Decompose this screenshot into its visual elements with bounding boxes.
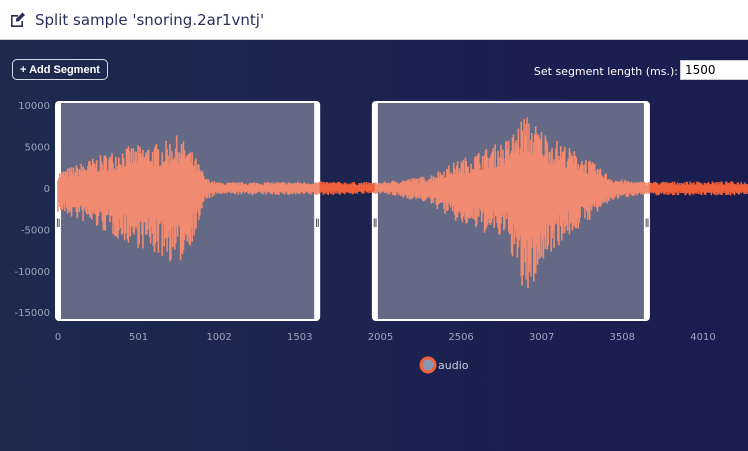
x-tick-label: 1503 [287, 332, 312, 343]
x-tick-label: 3007 [529, 332, 554, 343]
x-tick-label: 4010 [690, 332, 715, 343]
segment-2-right-handle[interactable]: ǁ [645, 218, 649, 228]
x-tick-label: 1002 [206, 332, 231, 343]
split-panel: + Add Segment Set segment length (ms.): … [0, 40, 748, 451]
legend-audio-marker[interactable] [419, 356, 437, 374]
x-tick-label: 3508 [610, 332, 635, 343]
y-tick-label: 5000 [25, 143, 50, 154]
x-tick-label: 0 [55, 332, 61, 343]
y-tick-label: 0 [44, 184, 50, 195]
segment-length-label: Set segment length (ms.): [533, 65, 678, 78]
segment-2-left-handle[interactable]: ǁ [373, 218, 377, 228]
page-title: Split sample 'snoring.2ar1vntj' [35, 10, 265, 29]
waveform-chart: 10000 5000 0 -5000 -10000 -15000 0 501 1002 1503 2… [15, 101, 748, 374]
edit-icon [11, 12, 25, 27]
x-tick-label: 2506 [448, 332, 473, 343]
y-tick-label: 10000 [18, 101, 50, 112]
y-tick-label: -10000 [15, 267, 50, 278]
add-segment-button[interactable]: + Add Segment [12, 59, 108, 80]
legend-audio-label[interactable]: audio [438, 359, 469, 372]
segment-1-right-handle[interactable]: ǁ [315, 218, 319, 228]
segment-length-input[interactable] [680, 60, 748, 80]
segment-1-left-handle[interactable]: ǁ [56, 218, 60, 228]
y-tick-label: -15000 [15, 308, 50, 319]
y-tick-label: -5000 [21, 225, 50, 236]
page-header: Split sample 'snoring.2ar1vntj' [0, 0, 748, 40]
x-tick-label: 2005 [368, 332, 393, 343]
x-tick-label: 501 [129, 332, 148, 343]
